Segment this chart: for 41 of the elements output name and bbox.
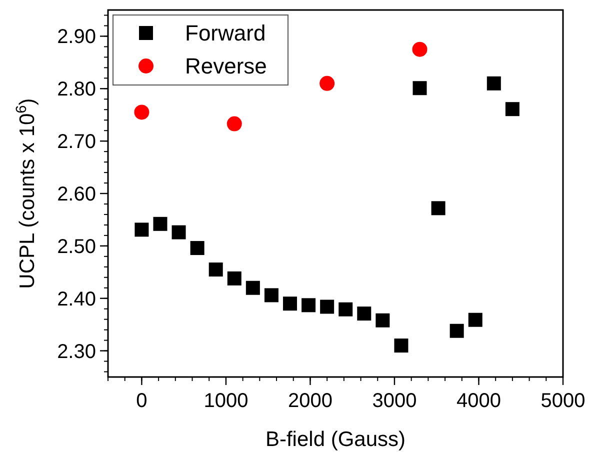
point [283,296,297,311]
x-tick-label: 1000 [204,390,248,412]
point [227,271,242,286]
point [376,313,390,328]
x-tick-label: 5000 [540,390,586,412]
point [172,225,186,240]
point [246,280,260,295]
legend-label: Forward [185,20,266,46]
point [320,300,334,314]
point [505,102,520,116]
point [357,306,372,321]
point [468,312,482,327]
x-axis-title: B-field (Gauss) [265,428,406,451]
point [320,76,335,91]
y-tick-label: 2.30 [57,340,96,363]
point [226,116,242,132]
x-tick-label: 0 [136,390,148,412]
point [412,42,428,57]
x-tick-label: 2000 [288,390,332,412]
point [412,81,427,96]
y-tick-label: 2.50 [57,236,96,258]
point [450,324,464,338]
legend-label: Reverse [185,54,267,79]
x-tick-label: 4000 [456,390,501,412]
point [134,222,149,237]
y-tick-label: 2.40 [57,288,96,310]
point [153,216,168,231]
point [302,298,316,312]
x-tick-label: 3000 [372,390,417,412]
point [208,262,223,277]
point [486,76,501,90]
point [134,104,150,120]
point [264,288,278,302]
point [431,201,446,216]
point [190,241,204,256]
y-tick-label: 2.70 [57,131,96,154]
point [394,338,408,353]
y-tick-label: 2.80 [57,78,96,101]
point [338,302,353,316]
y-tick-label: 2.60 [57,184,96,206]
y-tick-label: 2.90 [57,26,96,48]
